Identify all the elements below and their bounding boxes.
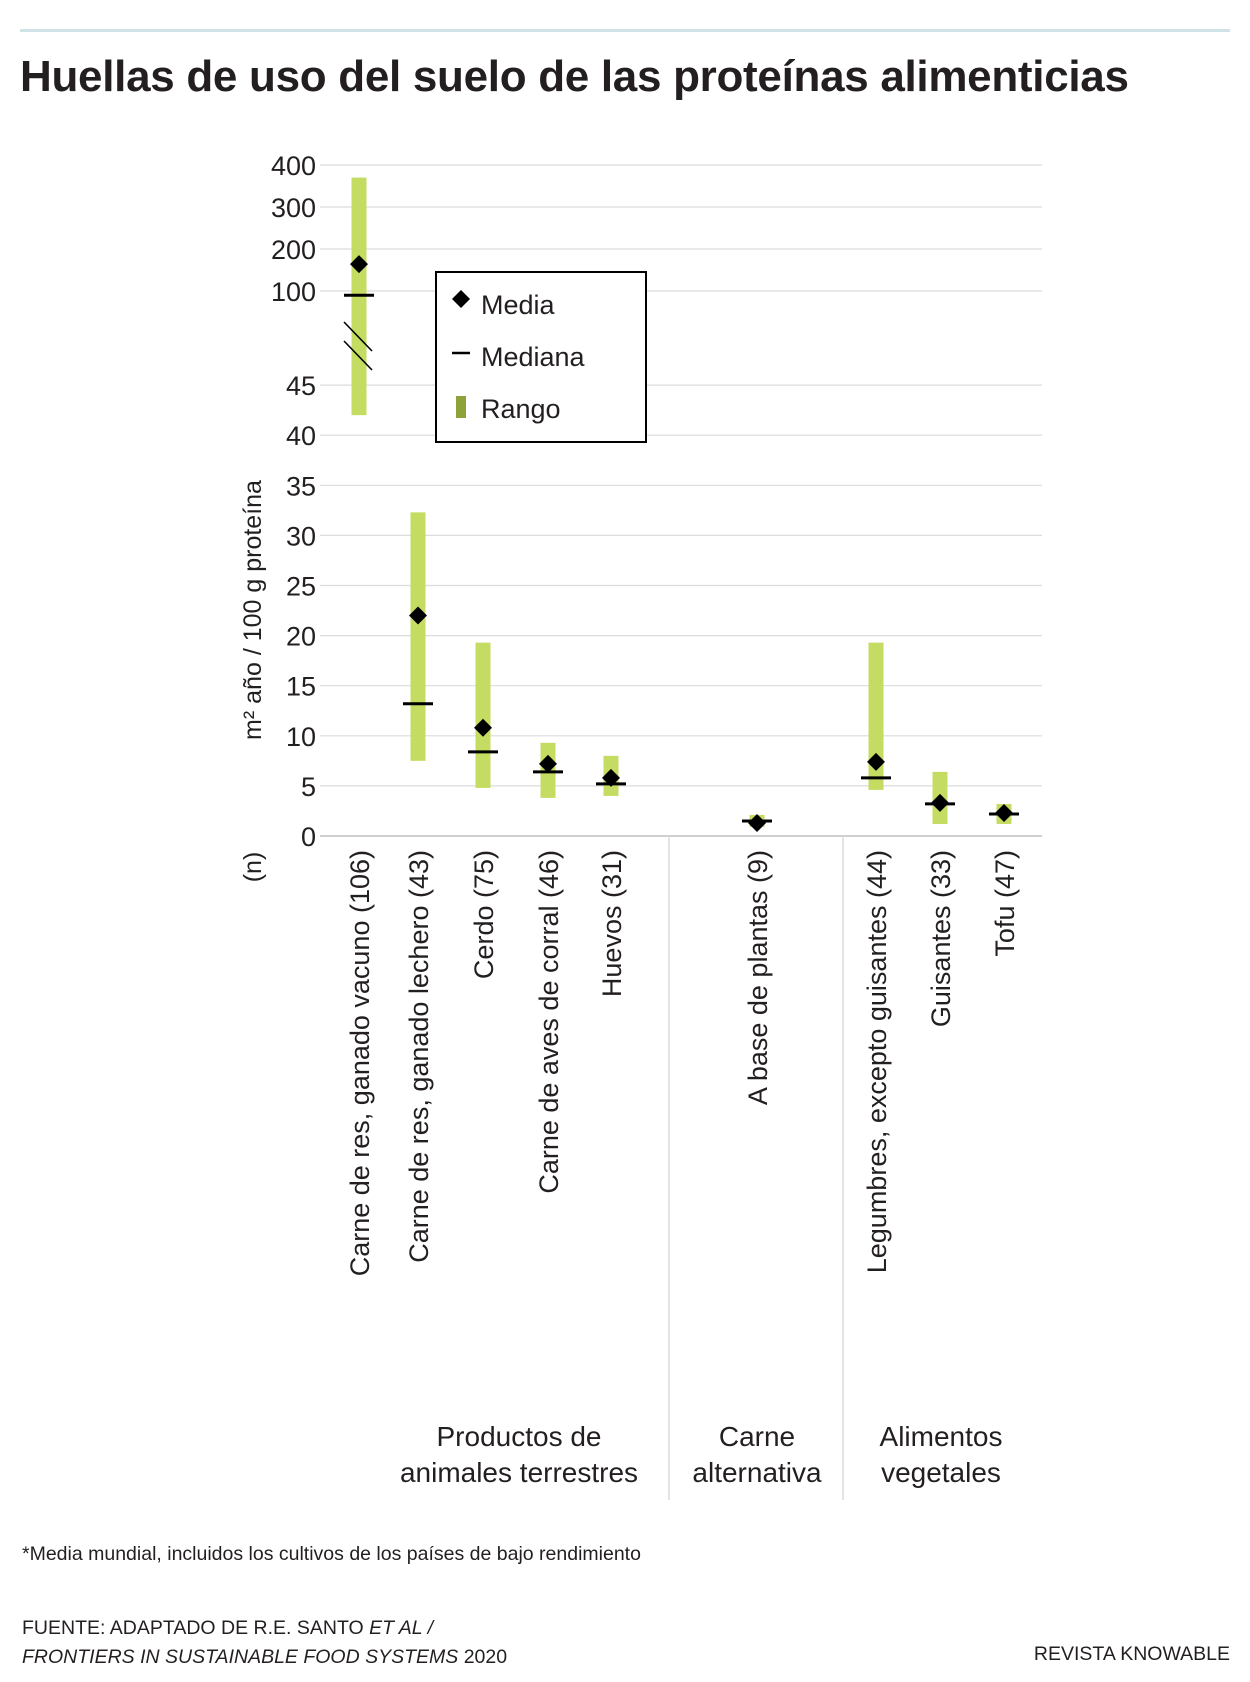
category-label: Tofu (47) xyxy=(990,850,1020,957)
y-tick-label: 0 xyxy=(301,822,316,852)
group-label: animales terrestres xyxy=(400,1457,638,1488)
mean-marker xyxy=(602,768,620,787)
category-label: Cerdo (75) xyxy=(469,850,499,979)
break-slash xyxy=(343,340,373,371)
top-rule xyxy=(20,29,1230,32)
y-tick-label: 300 xyxy=(271,193,316,223)
y-tick-label: 25 xyxy=(286,572,316,602)
group-dividers xyxy=(668,836,844,1500)
category-label: Carne de res, ganado vacuno (106) xyxy=(345,850,375,1276)
credit: REVISTA KNOWABLE xyxy=(1033,1643,1230,1665)
source: FUENTE: ADAPTADO DE R.E. SANTO ET AL / F… xyxy=(22,1614,507,1672)
category-label: Guisantes (33) xyxy=(926,850,956,1027)
category-label: Huevos (31) xyxy=(597,850,627,997)
category-labels: Carne de res, ganado vacuno (106) Carne d… xyxy=(345,850,1020,1276)
legend-mean-label: Media xyxy=(481,290,556,320)
axis-break-marker xyxy=(343,321,373,371)
y-tick-label: 20 xyxy=(286,622,316,652)
category-label: Carne de res, ganado lechero (43) xyxy=(404,850,434,1263)
legend: Media Mediana Rango xyxy=(435,271,647,443)
mean-marker xyxy=(539,754,557,773)
y-tick-labels: 0 5 10 15 20 25 30 35 40 45 100 200 300 400 xyxy=(271,151,316,852)
group-label: Carne xyxy=(719,1421,795,1452)
group-label: alternativa xyxy=(692,1457,822,1488)
mean-markers xyxy=(350,255,1013,832)
source-prefix: FUENTE: ADAPTADO DE R.E. SANTO xyxy=(22,1617,370,1639)
mean-marker xyxy=(350,255,368,274)
mean-marker xyxy=(474,718,492,737)
range-bar xyxy=(410,512,426,761)
break-slash xyxy=(343,321,373,352)
range-bar xyxy=(475,642,491,788)
y-tick-label: 400 xyxy=(271,151,316,181)
y-axis-label: m² año / 100 g proteína xyxy=(239,480,267,740)
gridlines xyxy=(320,164,1042,837)
mean-marker xyxy=(867,752,885,771)
group-label: Productos de xyxy=(437,1421,602,1452)
legend-range-label: Rango xyxy=(481,394,561,424)
mean-marker xyxy=(748,813,766,832)
legend-median-label: Mediana xyxy=(481,342,586,372)
chart-title: Huellas de uso del suelo de las proteína… xyxy=(20,52,1129,101)
n-label: (n) xyxy=(239,852,267,883)
source-year: 2020 xyxy=(458,1646,508,1668)
y-tick-label: 10 xyxy=(286,722,316,752)
legend-box xyxy=(435,271,647,443)
source-authors: ET AL / xyxy=(369,1617,434,1639)
category-label: Carne de aves de corral (46) xyxy=(534,850,564,1194)
mean-marker xyxy=(931,793,949,812)
legend-mean-icon xyxy=(452,290,470,308)
y-tick-label: 35 xyxy=(286,471,316,501)
y-tick-label: 5 xyxy=(301,772,316,802)
y-tick-label: 200 xyxy=(271,235,316,265)
group-label: Alimentos xyxy=(880,1421,1003,1452)
mean-marker xyxy=(409,606,427,625)
group-labels: Productos de animales terrestres Carne alte… xyxy=(400,1421,1003,1488)
y-tick-label: 15 xyxy=(286,672,316,702)
y-tick-label: 40 xyxy=(286,421,316,451)
source-journal: FRONTIERS IN SUSTAINABLE FOOD SYSTEMS xyxy=(22,1646,459,1668)
y-tick-label: 30 xyxy=(286,521,316,551)
range-bar xyxy=(868,642,884,790)
mean-marker xyxy=(995,803,1013,822)
y-tick-label: 45 xyxy=(286,371,316,401)
legend-range-icon xyxy=(456,396,466,418)
footnote: *Media mundial, incluidos los cultivos d… xyxy=(22,1543,641,1565)
group-label: vegetales xyxy=(881,1457,1001,1488)
category-label: Legumbres, excepto guisantes (44) xyxy=(862,850,892,1273)
category-label: A base de plantas (9) xyxy=(743,850,773,1105)
y-tick-label: 100 xyxy=(271,277,316,307)
